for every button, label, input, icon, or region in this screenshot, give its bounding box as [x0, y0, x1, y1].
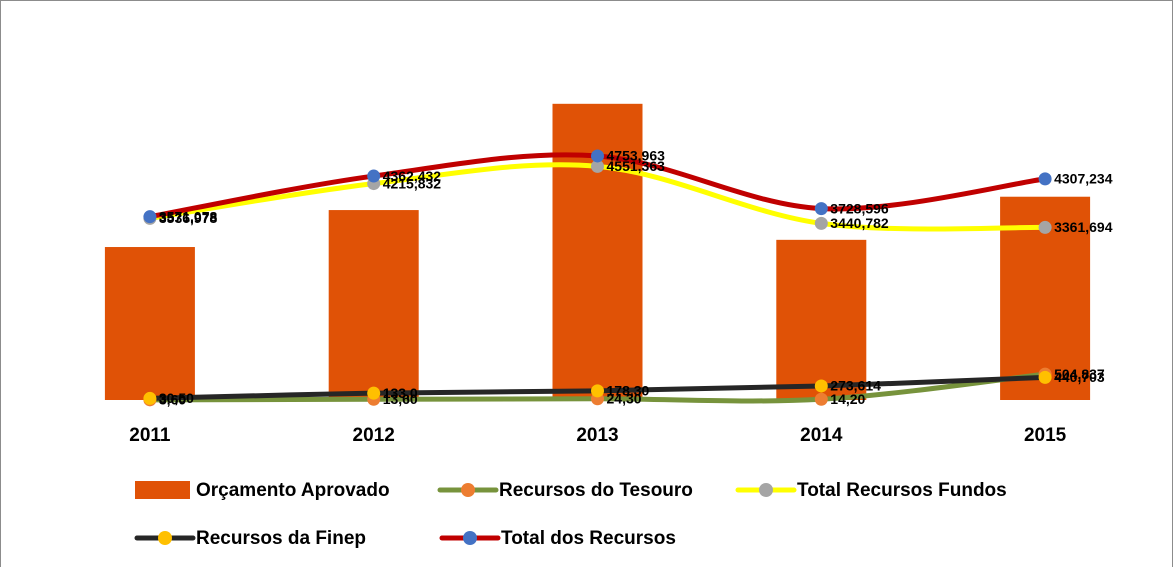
x-tick-label: 2014 — [800, 425, 843, 446]
marker — [814, 379, 828, 393]
data-label: 3571,078 — [159, 208, 218, 224]
x-tick-label: 2013 — [576, 425, 618, 446]
data-label: 133,0 — [383, 385, 418, 401]
marker — [143, 210, 157, 224]
data-label: 440,703 — [1054, 369, 1105, 385]
marker — [143, 391, 157, 405]
legend-marker — [463, 531, 477, 545]
bar — [104, 247, 195, 400]
data-label: 13,60 — [383, 391, 418, 407]
legend-marker — [158, 531, 172, 545]
legend-marker — [461, 483, 475, 497]
data-label: 3536,978 — [159, 210, 218, 226]
marker — [1038, 220, 1052, 234]
data-label: 4215,832 — [383, 175, 442, 191]
data-label: 30,50 — [159, 390, 194, 406]
marker — [814, 202, 828, 216]
marker — [591, 149, 604, 163]
data-label: 3728,596 — [830, 200, 889, 216]
x-tick-label: 2011 — [129, 425, 171, 446]
marker — [814, 216, 828, 230]
marker — [591, 159, 604, 173]
data-label: 4753,963 — [607, 148, 666, 164]
marker — [367, 386, 381, 400]
x-tick-label: 2015 — [1024, 425, 1067, 446]
data-label: 4307,234 — [1054, 171, 1113, 187]
bar — [328, 210, 419, 400]
legend-label: Orçamento Aprovado — [196, 480, 390, 501]
data-label: 4551,363 — [607, 158, 666, 174]
x-tick-label: 2012 — [353, 425, 395, 446]
legend-label: Recursos da Finep — [196, 528, 366, 549]
marker — [1038, 370, 1052, 384]
data-label: 24,30 — [607, 390, 642, 406]
bar — [776, 239, 867, 400]
marker — [367, 169, 381, 183]
data-label: 3361,694 — [1054, 219, 1113, 235]
data-label: 273,614 — [830, 378, 881, 394]
marker — [1038, 172, 1052, 186]
legend-label: Total dos Recursos — [501, 528, 676, 549]
marker — [814, 392, 828, 406]
data-label: 14,20 — [830, 391, 865, 407]
marker — [591, 384, 604, 398]
legend-swatch — [135, 481, 190, 499]
legend-label: Total Recursos Fundos — [797, 480, 1007, 501]
data-label: 4362,432 — [383, 168, 442, 184]
data-label: 504,837 — [1054, 366, 1105, 382]
data-label: 3,60 — [159, 392, 186, 408]
legend-marker — [759, 483, 773, 497]
data-label: 178,30 — [607, 383, 650, 399]
legend-label: Recursos do Tesouro — [499, 480, 693, 501]
data-label: 3440,782 — [830, 215, 889, 231]
